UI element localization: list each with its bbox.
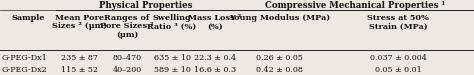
Text: Mass Loss ²
(%): Mass Loss ² (%): [188, 14, 241, 30]
Text: 22.3 ± 0.4: 22.3 ± 0.4: [194, 55, 236, 62]
Text: Mean Pore
Sizes ² (μm): Mean Pore Sizes ² (μm): [52, 14, 107, 30]
Text: Physical Properties: Physical Properties: [99, 2, 193, 10]
Text: Young Modulus (MPa): Young Modulus (MPa): [228, 14, 330, 22]
Text: 0.26 ± 0.05: 0.26 ± 0.05: [256, 55, 302, 62]
Text: 589 ± 10: 589 ± 10: [154, 67, 191, 74]
Text: G-PEG-Dx1: G-PEG-Dx1: [2, 55, 48, 62]
Text: Swelling
Ratio ³ (%): Swelling Ratio ³ (%): [147, 14, 197, 30]
Text: 80–470: 80–470: [112, 55, 142, 62]
Text: Compressive Mechanical Properties ¹: Compressive Mechanical Properties ¹: [265, 2, 445, 10]
Text: 0.05 ± 0.01: 0.05 ± 0.01: [375, 67, 421, 74]
Text: 0.42 ± 0.08: 0.42 ± 0.08: [256, 67, 302, 74]
Text: 16.6 ± 0.3: 16.6 ± 0.3: [194, 67, 236, 74]
Text: Ranges of
Pore Sizes ²
(μm): Ranges of Pore Sizes ² (μm): [100, 14, 154, 39]
Text: 635 ± 10: 635 ± 10: [154, 55, 191, 62]
Text: Stress at 50%
Strain (MPa): Stress at 50% Strain (MPa): [367, 14, 429, 30]
Text: 115 ± 52: 115 ± 52: [61, 67, 98, 74]
Text: 40–200: 40–200: [112, 67, 142, 74]
Text: Sample: Sample: [11, 14, 45, 22]
Text: 235 ± 87: 235 ± 87: [61, 55, 98, 62]
Text: 0.037 ± 0.004: 0.037 ± 0.004: [370, 55, 427, 62]
Text: G-PEG-Dx2: G-PEG-Dx2: [2, 67, 48, 74]
